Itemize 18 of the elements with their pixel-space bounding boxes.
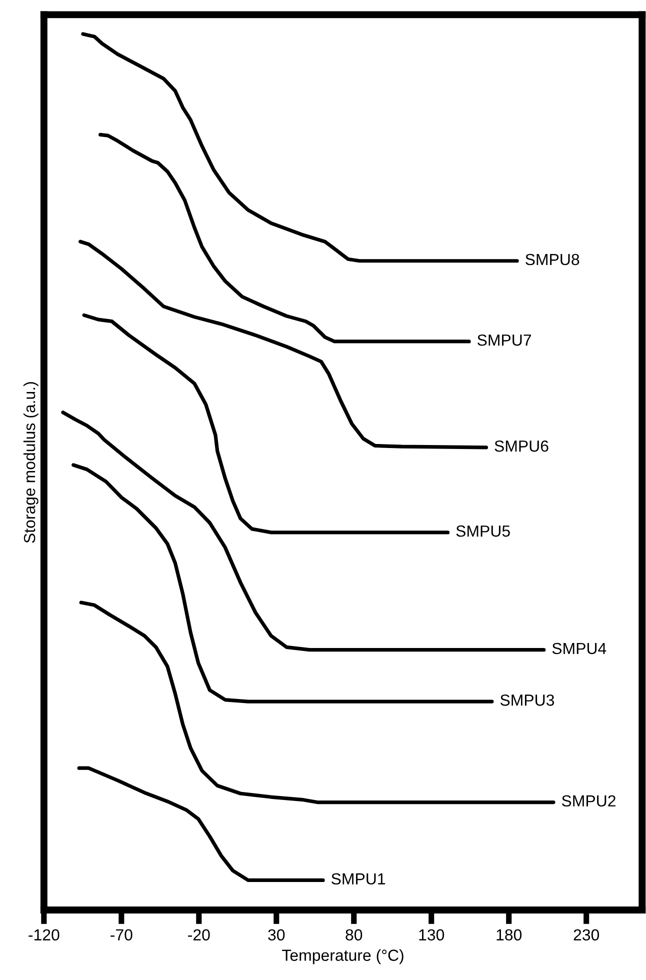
- x-tick-label: 180: [496, 929, 522, 941]
- x-tick-label: 80: [346, 929, 362, 941]
- x-tick-label: -70: [110, 929, 132, 941]
- series-label: SMPU8: [526, 254, 580, 266]
- x-tick-label: -20: [188, 929, 210, 941]
- series-label: SMPU3: [500, 694, 554, 706]
- series-label: SMPU5: [456, 525, 510, 537]
- series-label: SMPU7: [477, 334, 531, 346]
- x-axis-title: Temperature (°C): [282, 949, 404, 964]
- series-label: SMPU2: [562, 795, 616, 807]
- x-tick-label: -120: [28, 929, 60, 941]
- series-label: SMPU1: [332, 873, 386, 885]
- x-tick-label: 230: [574, 929, 600, 941]
- series-label: SMPU6: [494, 440, 548, 452]
- y-axis-title: Storage modulus (a.u.): [23, 382, 38, 543]
- x-tick-label: 130: [419, 929, 444, 941]
- x-tick-label: 30: [268, 929, 285, 941]
- series-label: SMPU4: [552, 642, 606, 654]
